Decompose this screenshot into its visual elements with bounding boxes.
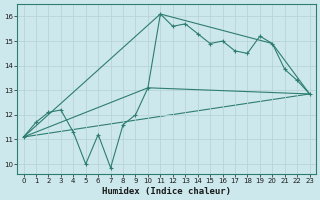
X-axis label: Humidex (Indice chaleur): Humidex (Indice chaleur) bbox=[102, 187, 231, 196]
